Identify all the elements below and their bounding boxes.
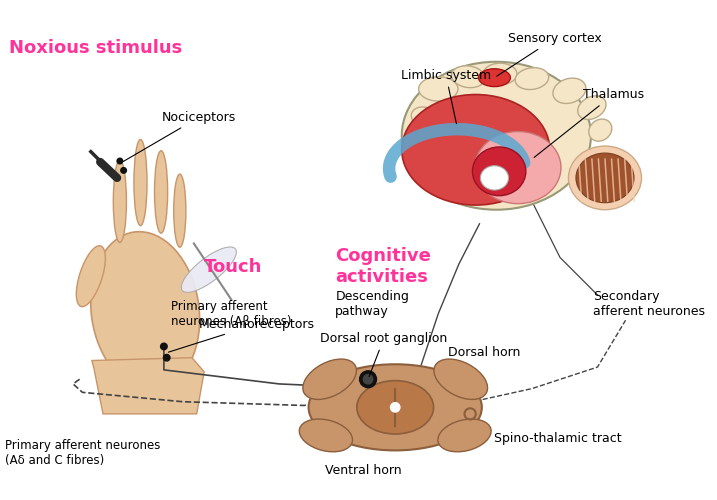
Text: Primary afferent
neurones (Aβ fibres): Primary afferent neurones (Aβ fibres)	[171, 300, 292, 328]
Text: Cognitive
activities: Cognitive activities	[336, 248, 431, 286]
Ellipse shape	[134, 140, 147, 226]
Text: Secondary
afferent neurones: Secondary afferent neurones	[593, 290, 705, 318]
Circle shape	[364, 374, 373, 384]
Text: Spino-thalamic tract: Spino-thalamic tract	[495, 432, 622, 445]
Text: Descending
pathway: Descending pathway	[336, 290, 409, 318]
Ellipse shape	[90, 232, 199, 390]
Ellipse shape	[417, 144, 441, 165]
Ellipse shape	[419, 76, 458, 101]
Ellipse shape	[553, 78, 586, 104]
Ellipse shape	[478, 69, 511, 86]
Ellipse shape	[483, 63, 517, 84]
Ellipse shape	[475, 132, 561, 204]
Circle shape	[360, 371, 376, 388]
Ellipse shape	[576, 153, 634, 202]
Text: Dorsal horn: Dorsal horn	[447, 346, 520, 360]
Ellipse shape	[413, 168, 435, 186]
Text: Dorsal root ganglion: Dorsal root ganglion	[320, 332, 447, 376]
Ellipse shape	[402, 94, 550, 205]
Text: Noxious stimulus: Noxious stimulus	[9, 40, 183, 58]
Ellipse shape	[589, 119, 612, 141]
Text: Mechanoreceptors: Mechanoreceptors	[168, 318, 315, 352]
Ellipse shape	[181, 247, 237, 292]
Ellipse shape	[174, 174, 186, 247]
Ellipse shape	[516, 68, 549, 90]
Text: Limbic system: Limbic system	[401, 68, 491, 124]
Circle shape	[163, 354, 170, 361]
Ellipse shape	[412, 107, 437, 127]
Ellipse shape	[473, 147, 526, 196]
Ellipse shape	[113, 160, 126, 242]
Ellipse shape	[438, 419, 491, 452]
Circle shape	[391, 402, 400, 412]
Text: Nociceptors: Nociceptors	[123, 111, 237, 162]
Ellipse shape	[569, 146, 642, 210]
Circle shape	[120, 168, 126, 173]
Ellipse shape	[434, 359, 488, 400]
Text: Thalamus: Thalamus	[534, 88, 644, 158]
Ellipse shape	[357, 380, 434, 434]
Text: Touch: Touch	[204, 258, 262, 276]
Text: Sensory cortex: Sensory cortex	[497, 32, 602, 76]
Ellipse shape	[452, 66, 485, 88]
Polygon shape	[92, 358, 204, 414]
Ellipse shape	[303, 359, 356, 400]
Text: Primary afferent neurones
(Aδ and C fibres): Primary afferent neurones (Aδ and C fibr…	[5, 439, 160, 467]
Ellipse shape	[299, 419, 353, 452]
Ellipse shape	[402, 62, 591, 210]
Ellipse shape	[578, 96, 606, 120]
Ellipse shape	[480, 166, 508, 190]
Ellipse shape	[308, 364, 482, 450]
Text: Ventral horn: Ventral horn	[325, 464, 402, 476]
Circle shape	[161, 343, 167, 349]
Circle shape	[117, 158, 123, 164]
Ellipse shape	[155, 150, 168, 233]
Ellipse shape	[76, 246, 105, 306]
